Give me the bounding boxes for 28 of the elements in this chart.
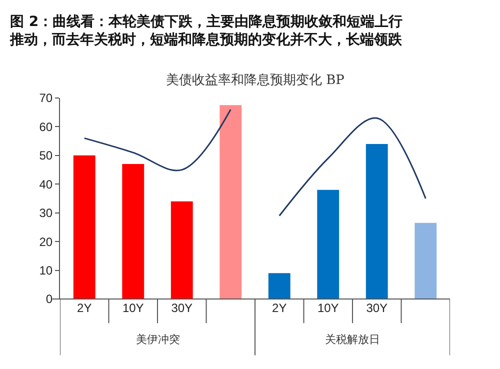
x-tick-label: 30Y bbox=[366, 301, 388, 315]
text: 关税解放日 bbox=[325, 333, 380, 346]
line-series bbox=[84, 108, 232, 172]
bar bbox=[268, 273, 290, 299]
bar bbox=[366, 144, 388, 299]
line-series bbox=[278, 117, 426, 216]
chart-subtitle: 美债收益率和降息预期变化 BP bbox=[166, 72, 345, 88]
bar bbox=[317, 190, 340, 299]
y-tick-label: 30 bbox=[39, 206, 53, 220]
x-tick-label: 30Y bbox=[171, 301, 193, 315]
bar bbox=[73, 155, 96, 299]
y-tick-label: 50 bbox=[39, 148, 53, 163]
y-tick-label: 0 bbox=[46, 292, 53, 306]
y-tick-label: 70 bbox=[39, 91, 53, 106]
chart-title: 图 2：曲线看：本轮美债下跌，主要由降息预期收敛和短端上行推动，而去年关税时，短端和降息预期的变化并不大，长端领跌 bbox=[9, 12, 403, 48]
bar bbox=[220, 105, 242, 299]
bar bbox=[414, 222, 437, 299]
y-tick-label: 20 bbox=[39, 234, 53, 249]
x-tick-label: 2Y bbox=[77, 301, 92, 315]
x-tick-label: 10Y bbox=[122, 301, 144, 315]
y-tick-label: 60 bbox=[39, 120, 53, 134]
bar bbox=[122, 164, 144, 299]
y-tick-label: 10 bbox=[39, 263, 53, 278]
y-tick-label: 40 bbox=[39, 177, 53, 192]
x-tick-label: 10Y bbox=[317, 301, 339, 315]
x-tick-label: 2Y bbox=[272, 301, 287, 315]
text: 美伊冲突 bbox=[136, 333, 180, 346]
bar bbox=[170, 201, 193, 299]
